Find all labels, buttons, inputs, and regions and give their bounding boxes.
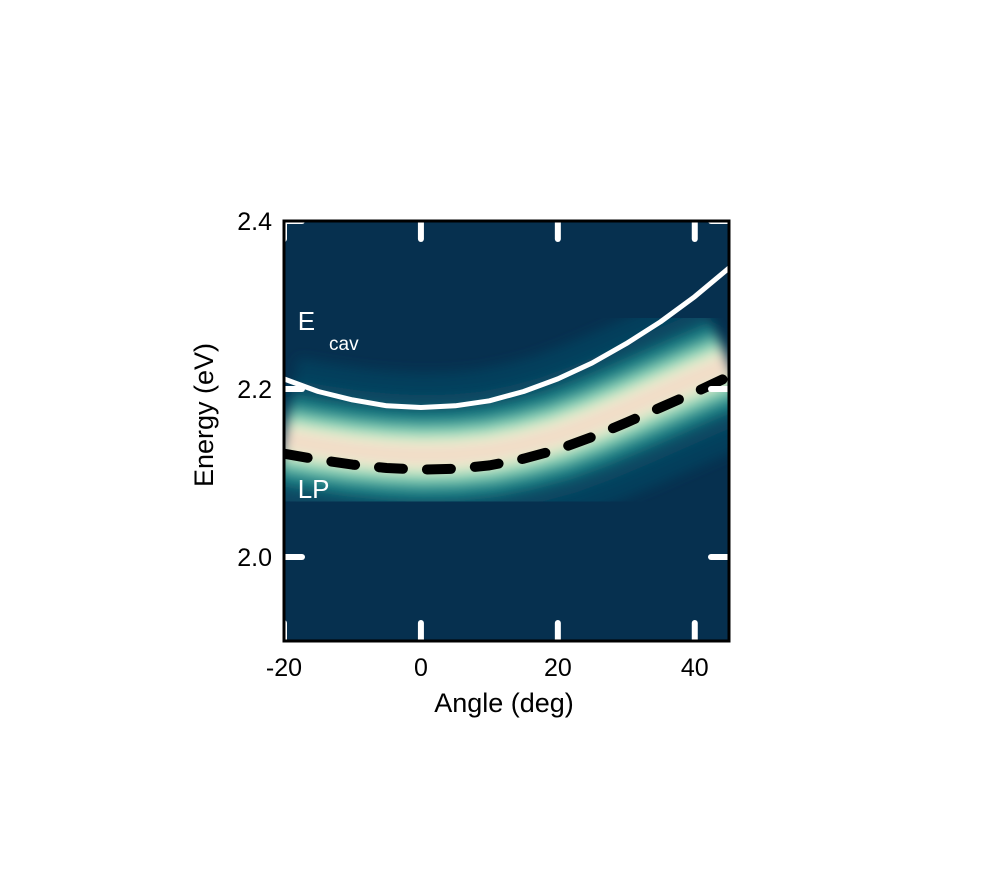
plot-frame: [282, 219, 731, 643]
y-axis-title: Energy (eV): [189, 343, 219, 487]
x-tick-label-3: 40: [681, 654, 709, 682]
polariton-band: [284, 287, 729, 538]
dispersion-curves: [284, 265, 729, 475]
inner-tick-marks: [284, 221, 729, 641]
annotations: Ecav LP: [298, 306, 359, 504]
y-tick-label-0: 2.0: [237, 544, 272, 572]
x-tick-labels: -20 0 20 40: [266, 654, 709, 682]
heatmap-area: [284, 221, 729, 641]
band-layer-5: [284, 354, 729, 466]
x-tick-label-1: 0: [414, 654, 428, 682]
y-tick-labels: 2.0 2.2 2.4: [237, 208, 272, 572]
ecav-solid-curve: [284, 265, 729, 410]
x-axis-title: Angle (deg): [434, 688, 574, 718]
x-tick-label-2: 20: [544, 654, 572, 682]
x-tick-label-0: -20: [266, 654, 302, 682]
annotation-0: Ecav: [298, 306, 359, 355]
lp-dashed-curve: [284, 371, 729, 475]
annotation-1: LP: [298, 474, 330, 504]
y-tick-label-2: 2.4: [237, 208, 272, 236]
y-tick-label-1: 2.2: [237, 376, 272, 404]
